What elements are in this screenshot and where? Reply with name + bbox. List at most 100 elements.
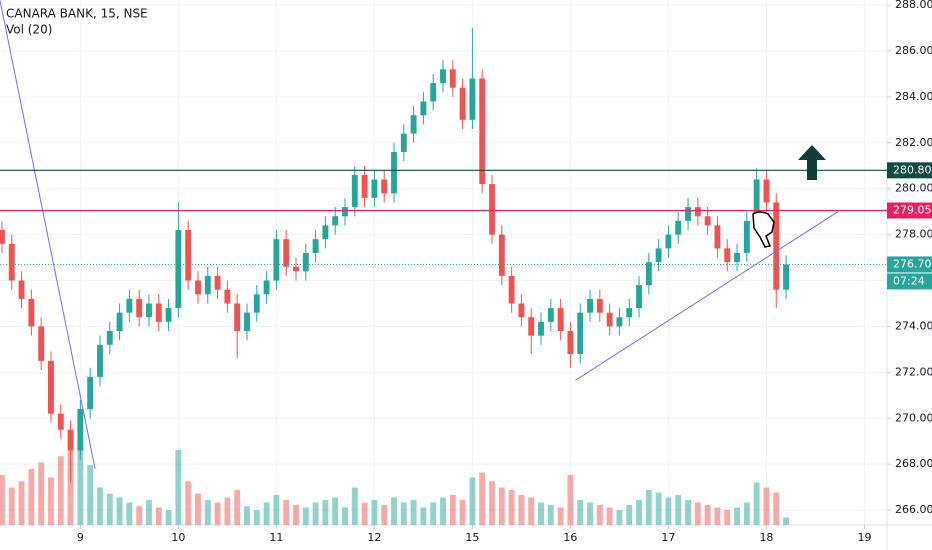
volume-bar (469, 477, 476, 525)
candle-body (645, 262, 652, 286)
volume-bar (67, 447, 74, 525)
volume-bar (400, 502, 407, 525)
candle-body (783, 264, 789, 290)
volume-bar (391, 497, 397, 525)
volume-bar (773, 492, 780, 525)
candle-body (469, 78, 476, 120)
candle-body (498, 234, 505, 276)
y-tick-label: 282.00 (895, 136, 932, 149)
last-price-label: 276.70 (893, 257, 932, 270)
candle-body (675, 220, 682, 235)
x-tick-label: 12 (367, 531, 381, 544)
volume-bar (763, 487, 770, 525)
volume-bar (508, 490, 515, 525)
up-arrow-icon (798, 145, 826, 180)
volume-bar (38, 462, 45, 525)
candle-body (106, 331, 113, 345)
volume-bar (361, 502, 368, 525)
candle-body (567, 331, 574, 354)
level-label: 280.80 (893, 163, 932, 176)
volume-bar (381, 505, 388, 525)
candle-body (28, 298, 35, 327)
volume-bar (743, 502, 750, 525)
volume-bar (665, 497, 672, 525)
candle-body (332, 216, 339, 226)
volume-bar (783, 517, 789, 525)
volume-bar (645, 490, 652, 525)
volume-bar (87, 465, 94, 525)
level-label: 279.05 (893, 204, 932, 217)
candle-body (126, 298, 133, 313)
volume-bar (302, 507, 309, 525)
candle-body (440, 69, 446, 84)
candle-body (146, 303, 152, 318)
candle-body (557, 308, 564, 332)
candle-body (18, 280, 25, 299)
candle-body (420, 101, 427, 116)
candle-body (322, 225, 329, 240)
volume-bar (440, 497, 446, 525)
candle-body (342, 207, 348, 217)
candle-body (136, 298, 143, 318)
candle-body (302, 252, 309, 272)
candle-body (165, 308, 172, 322)
candle-body (253, 294, 260, 313)
candle-body (714, 225, 721, 249)
volume-bar (155, 507, 162, 525)
volume-bar (449, 495, 456, 525)
candle-body (351, 174, 358, 208)
candle-body (596, 298, 603, 313)
y-tick-label: 278.00 (895, 228, 932, 241)
volume-bar (185, 481, 192, 525)
candle-body (694, 207, 701, 217)
candle-body (459, 87, 466, 120)
volume-bar (126, 502, 133, 525)
candle-body (8, 243, 15, 281)
volume-bar (224, 497, 231, 525)
y-tick-label: 274.00 (895, 319, 932, 332)
volume-bar (28, 468, 35, 525)
volume-bar (596, 505, 603, 525)
volume-bar (195, 493, 201, 525)
candle-body (244, 312, 250, 332)
candle-body (577, 312, 584, 354)
x-tick-label: 15 (465, 531, 479, 544)
candle-body (87, 376, 94, 410)
candle-body (636, 285, 642, 309)
volume-bar (18, 481, 25, 525)
candle-body (655, 248, 662, 263)
volume-bar (547, 505, 554, 525)
candle-body (273, 239, 280, 281)
candle-body (449, 69, 456, 88)
volume-bar (332, 497, 339, 525)
volume-pane (0, 437, 789, 525)
x-tick-label: 17 (661, 531, 675, 544)
y-tick-label: 266.00 (895, 503, 932, 516)
volume-bar (675, 495, 682, 525)
y-tick-label: 270.00 (895, 411, 932, 424)
volume-bar (312, 502, 319, 525)
volume-bar (283, 500, 290, 525)
volume-bar (371, 500, 378, 525)
volume-bar (77, 437, 84, 525)
candle-body (616, 317, 623, 327)
candle-body (606, 312, 613, 327)
volume-bar (351, 487, 358, 525)
candle-body (508, 275, 515, 304)
candle-body (283, 239, 290, 267)
volume-bar (694, 502, 701, 525)
volume-bar (724, 510, 731, 525)
candle-body (371, 179, 378, 198)
candle-body (704, 216, 711, 226)
candle-body (77, 409, 84, 451)
volume-bar (538, 502, 544, 525)
volume-bar (528, 497, 535, 525)
volume-bar (116, 497, 123, 525)
candle-body (48, 360, 54, 414)
candle-body (0, 230, 5, 244)
candle-body (204, 275, 211, 295)
volume-bar (489, 481, 495, 525)
countdown-label: 07:24 (893, 274, 925, 287)
volume-bar (459, 500, 466, 525)
